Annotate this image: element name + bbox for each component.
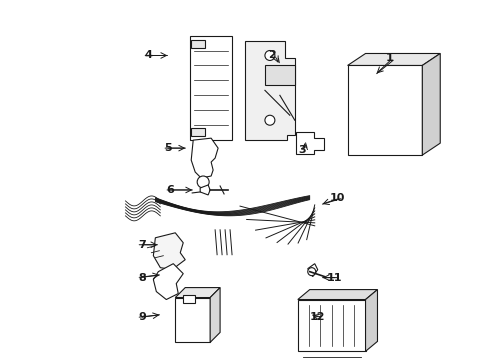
Polygon shape [298,300,366,351]
Polygon shape [200,185,210,195]
Text: 5: 5 [165,143,172,153]
Polygon shape [347,54,440,66]
Polygon shape [190,36,232,140]
Text: 8: 8 [139,273,147,283]
Text: 12: 12 [310,312,325,323]
Circle shape [197,176,209,188]
Text: 2: 2 [268,50,276,60]
Polygon shape [366,289,377,351]
Text: 10: 10 [330,193,345,203]
Polygon shape [210,288,220,342]
Text: 4: 4 [145,50,152,60]
Text: 9: 9 [139,312,147,323]
Polygon shape [153,264,183,300]
Circle shape [265,50,275,60]
Polygon shape [298,289,377,300]
Polygon shape [191,138,218,178]
Polygon shape [245,41,295,140]
Polygon shape [422,54,440,155]
Text: 6: 6 [166,185,174,195]
Polygon shape [347,66,422,155]
Polygon shape [308,264,318,276]
Circle shape [308,268,316,276]
Text: 1: 1 [386,54,393,63]
Polygon shape [296,132,324,154]
Circle shape [265,115,275,125]
Polygon shape [175,288,220,298]
Polygon shape [175,298,210,342]
Text: 7: 7 [139,240,147,250]
Polygon shape [191,40,205,48]
Text: 11: 11 [327,273,343,283]
Polygon shape [265,66,295,85]
Polygon shape [191,128,205,136]
Polygon shape [153,233,185,270]
Text: 3: 3 [298,145,306,155]
Polygon shape [183,294,195,302]
